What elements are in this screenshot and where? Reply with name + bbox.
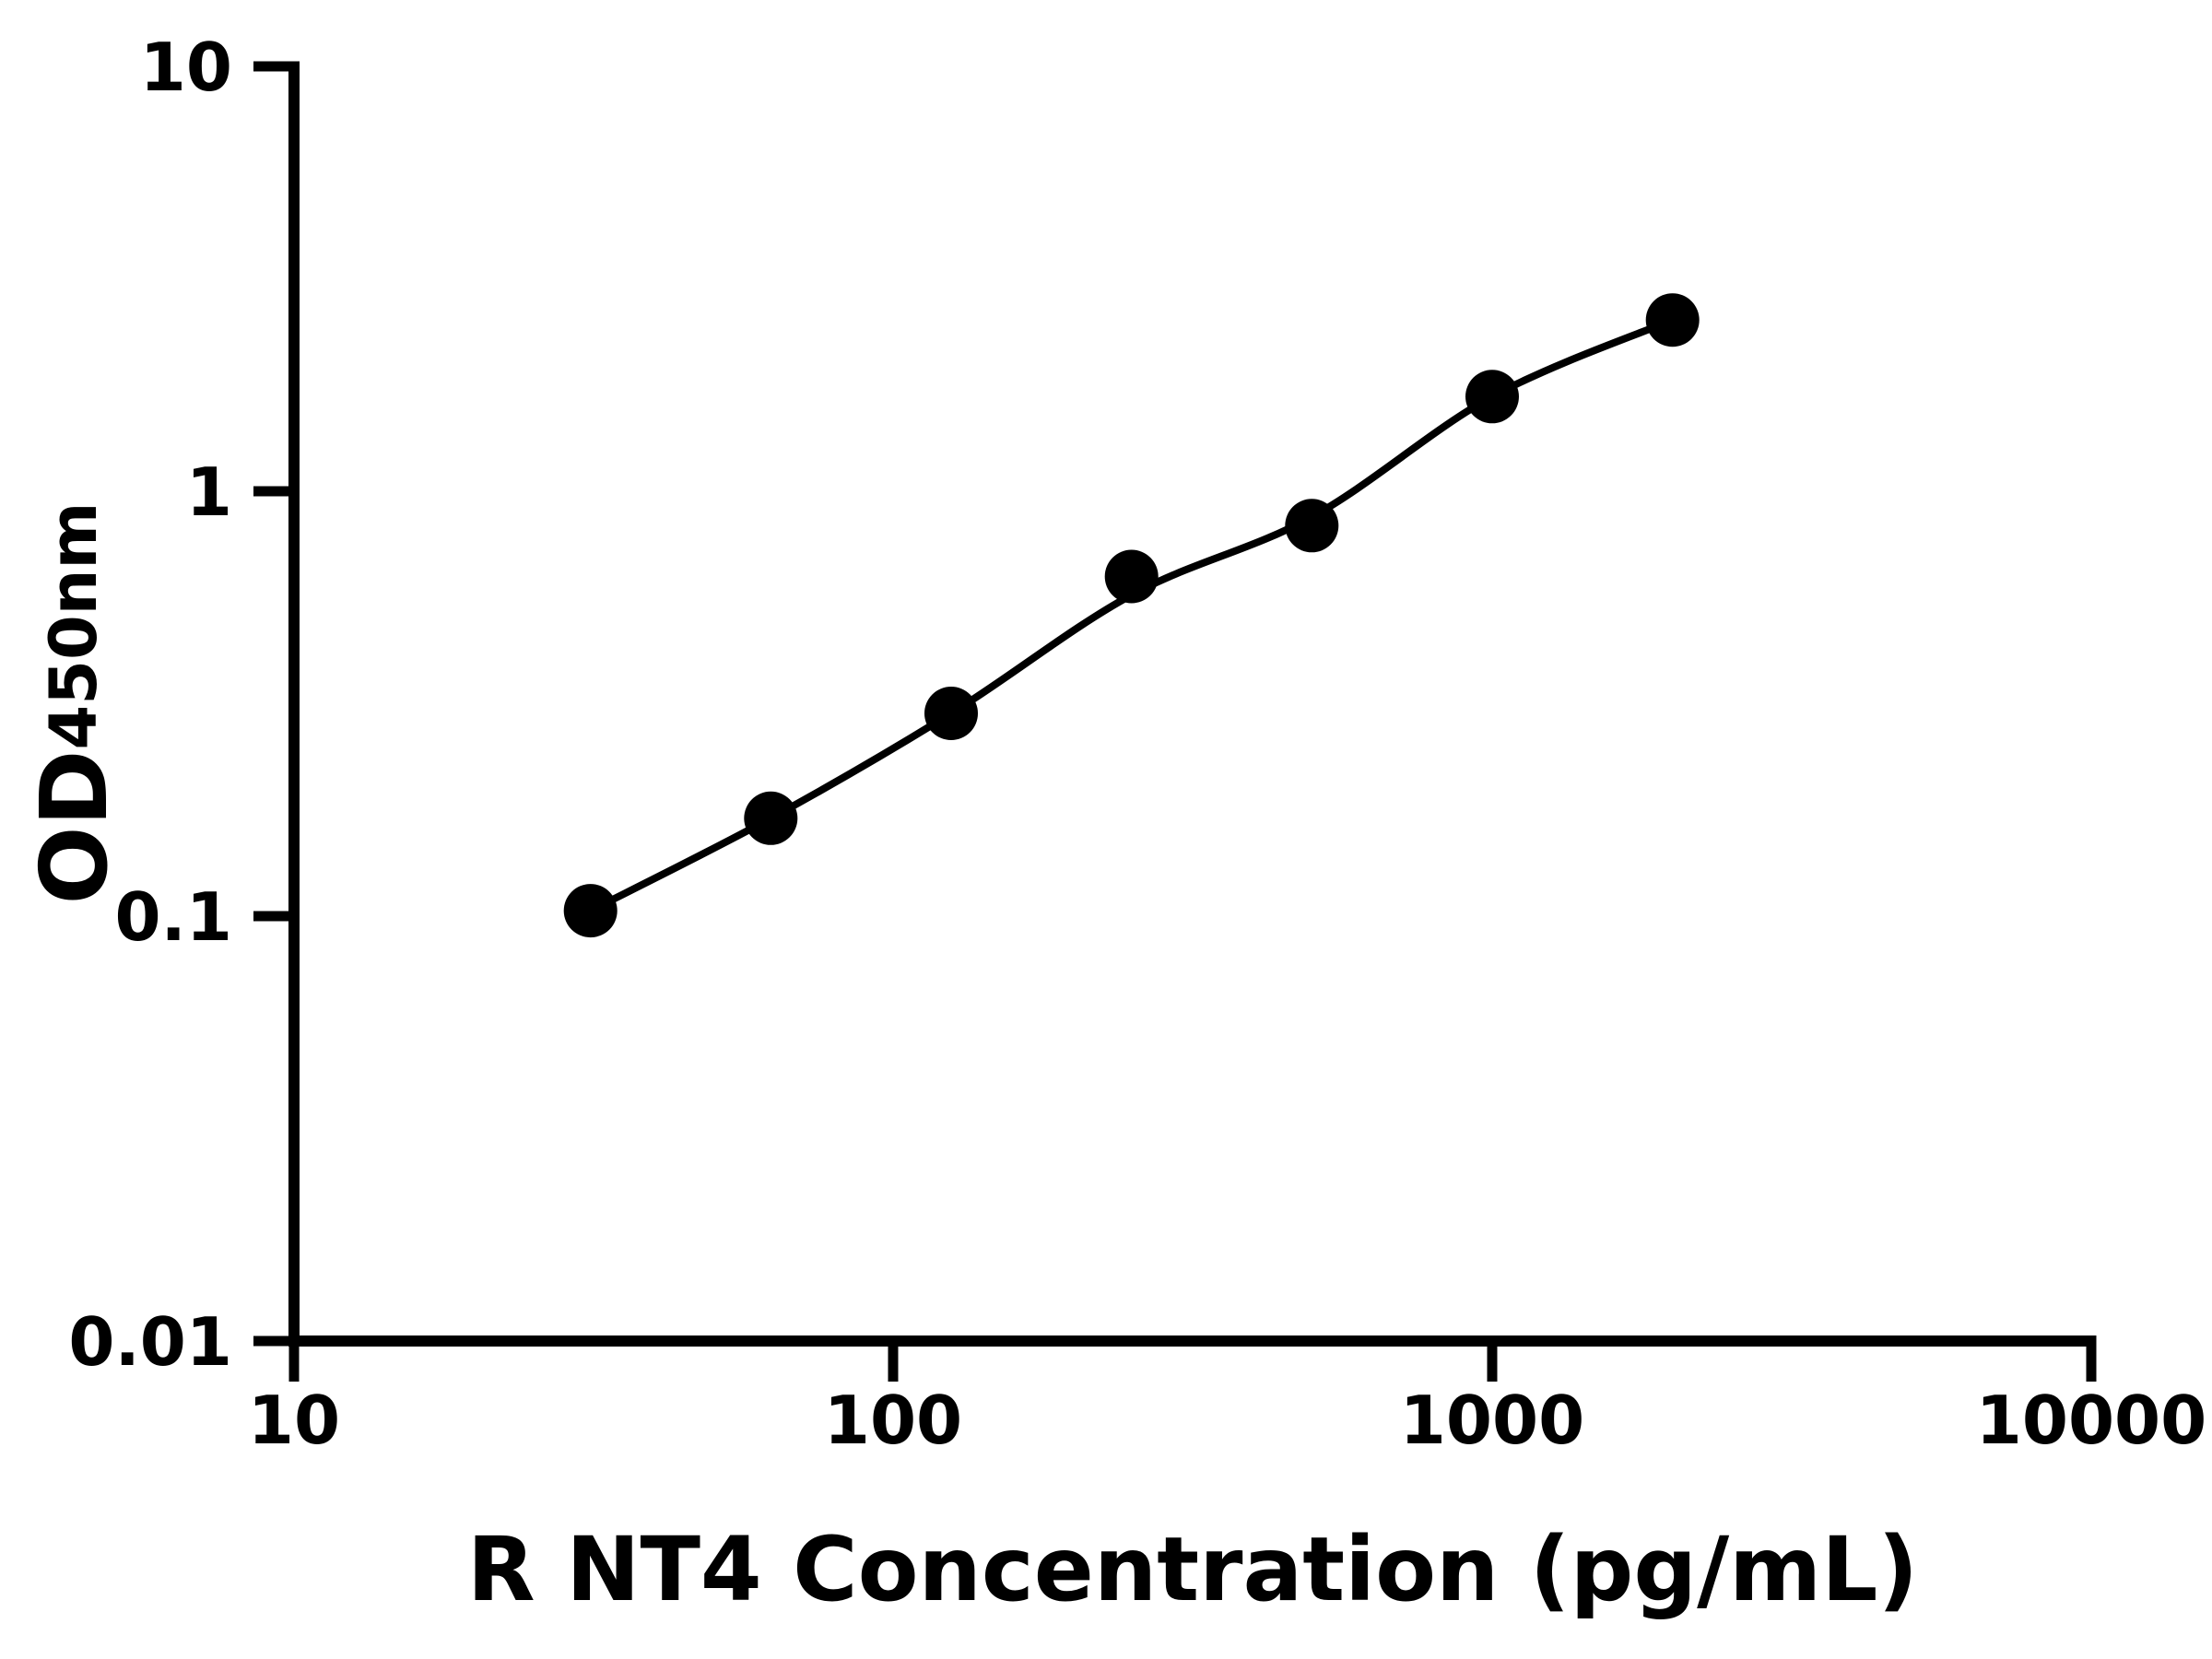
data-point [1104, 549, 1159, 604]
y-tick-label: 0.01 [68, 1303, 232, 1381]
x-tick-label: 10000 [1976, 1382, 2207, 1459]
x-axis-title-text: R NT4 Concentration (pg/mL) [466, 1518, 1919, 1621]
x-tick-label: 100 [824, 1382, 962, 1459]
data-point [1465, 370, 1519, 424]
x-axis-title: R NT4 Concentration (pg/mL) [294, 1519, 2091, 1620]
data-point [1645, 293, 1700, 347]
data-point [1285, 499, 1339, 553]
x-tick-label: 10 [248, 1382, 340, 1459]
data-point [924, 687, 978, 740]
y-axis-title-sub: 450nm [36, 501, 112, 750]
y-tick-label: 0.1 [114, 878, 232, 956]
y-tick-label: 10 [140, 29, 232, 106]
y-axis-title-main: OD [19, 749, 128, 905]
x-tick-label: 1000 [1400, 1382, 1584, 1459]
y-tick-label: 1 [186, 453, 232, 531]
data-point [744, 791, 798, 845]
data-point [563, 884, 618, 938]
